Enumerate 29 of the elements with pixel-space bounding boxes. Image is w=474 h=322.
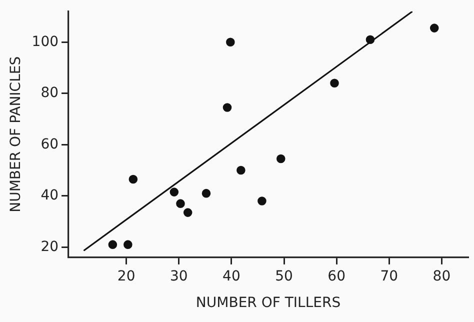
- point: [330, 78, 339, 88]
- x-tick-label: 50: [275, 268, 293, 284]
- x-tick-label: 40: [222, 268, 240, 284]
- y-tick-label: 80: [40, 85, 59, 102]
- point: [124, 240, 132, 249]
- x-axis-title: NUMBER OF TILLERS: [196, 295, 341, 312]
- point: [430, 24, 439, 32]
- x-tick-label: 20: [117, 268, 136, 284]
- point: [222, 103, 232, 112]
- y-tick-label: 60: [40, 136, 59, 152]
- point: [202, 188, 211, 198]
- x-tick-label: 70: [380, 268, 398, 284]
- x-tick-label: 80: [432, 268, 451, 284]
- x-tick-label: 60: [328, 268, 346, 284]
- point: [276, 154, 286, 164]
- point: [226, 38, 235, 47]
- y-tick-label: 40: [40, 188, 59, 204]
- point: [176, 199, 185, 208]
- x-tick-label: 30: [170, 268, 188, 284]
- point: [258, 196, 266, 206]
- y-tick-label: 100: [32, 34, 59, 50]
- point: [170, 188, 179, 196]
- point: [108, 240, 118, 249]
- point: [236, 166, 246, 175]
- point: [366, 35, 375, 44]
- point: [128, 174, 138, 184]
- point: [183, 208, 192, 217]
- y-tick-label: 20: [40, 238, 59, 255]
- y-axis-title: NUMBER OF PANICLES: [8, 56, 24, 212]
